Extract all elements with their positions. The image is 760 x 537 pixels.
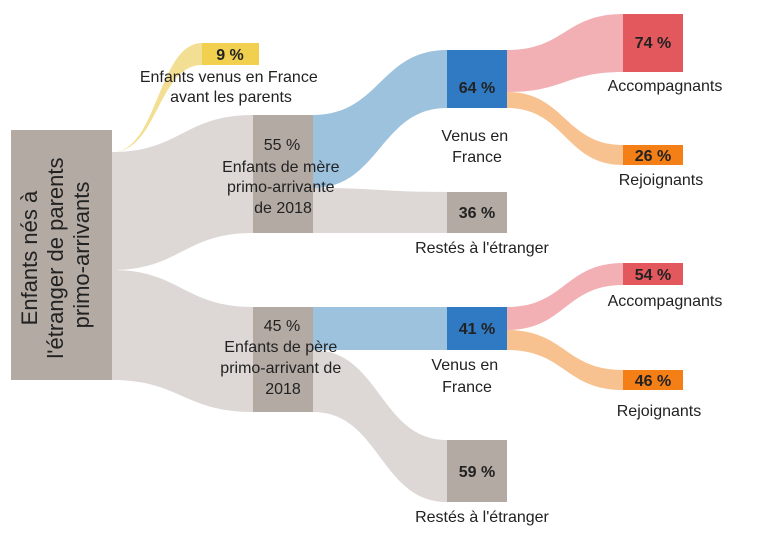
f-restes-pct: 59 % — [459, 464, 495, 481]
m-rej-pct: 26 % — [635, 148, 671, 165]
flow-m-venus-to-rej — [507, 92, 623, 165]
before-label-line: avant les parents — [170, 89, 292, 106]
node-m-restes — [447, 192, 507, 233]
f-venus-label: Venus en France — [431, 357, 502, 396]
node-root — [11, 130, 112, 380]
node-father — [253, 307, 313, 412]
m-venus-label-line: Venus en — [441, 128, 508, 145]
mother-label-line: Enfants de mère — [222, 159, 340, 176]
f-acc-label: Accompagnants — [608, 293, 723, 310]
f-venus-label-line: Venus en — [431, 357, 498, 374]
nodes — [11, 14, 683, 502]
root-label-line: Enfants nés à — [17, 190, 42, 325]
flow-father-to-restes — [313, 350, 447, 502]
before-label-line: Enfants venus en France — [140, 69, 318, 86]
labels: Enfants nés à l'étranger de parents prim… — [17, 35, 722, 526]
flow-root-to-before — [112, 43, 202, 152]
f-venus-pct: 41 % — [459, 321, 495, 338]
flow-f-venus-to-rej — [507, 330, 623, 390]
node-m-rej — [623, 145, 683, 165]
m-acc-pct: 74 % — [635, 35, 671, 52]
root-label-line: l'étranger de parents — [43, 158, 68, 359]
node-f-venus — [447, 307, 507, 350]
m-restes-label: Restés à l'étranger — [415, 240, 549, 257]
father-label-line: primo-arrivant de — [220, 360, 341, 377]
m-restes-pct: 36 % — [459, 205, 495, 222]
node-f-restes — [447, 440, 507, 502]
node-m-acc — [623, 14, 683, 72]
m-acc-label: Accompagnants — [608, 78, 723, 95]
father-pct: 45 % — [264, 318, 300, 335]
flow-root-to-mother — [112, 115, 253, 270]
father-label-line: 2018 — [265, 381, 301, 398]
before-label: Enfants venus en France avant les parent… — [140, 69, 322, 106]
m-venus-pct: 64 % — [459, 80, 495, 97]
m-rej-label: Rejoignants — [619, 172, 704, 189]
node-m-venus — [447, 50, 507, 108]
node-before — [202, 43, 259, 65]
node-f-rej — [623, 370, 683, 390]
f-restes-label: Restés à l'étranger — [415, 509, 549, 526]
flow-m-venus-to-acc — [507, 14, 623, 92]
flow-mother-to-venus — [313, 50, 447, 188]
m-venus-label: Venus en France — [441, 128, 512, 166]
node-f-acc — [623, 263, 683, 285]
flow-mother-to-restes — [313, 188, 447, 233]
f-rej-label: Rejoignants — [617, 403, 702, 420]
father-label-line: Enfants de père — [224, 339, 337, 356]
f-acc-pct: 54 % — [635, 267, 671, 284]
node-mother — [253, 115, 313, 233]
mother-label-line: primo-arrivante — [227, 179, 335, 196]
mother-pct: 55 % — [264, 137, 300, 154]
flow-father-to-venus — [313, 307, 447, 350]
root-label: Enfants nés à l'étranger de parents prim… — [17, 151, 94, 358]
f-rej-pct: 46 % — [635, 373, 671, 390]
flow-root-to-father — [112, 270, 253, 412]
mother-label: Enfants de mère primo-arrivante de 2018 — [222, 159, 344, 217]
flows — [112, 14, 623, 502]
before-pct: 9 % — [216, 47, 244, 64]
father-label: Enfants de père primo-arrivant de 2018 — [220, 339, 345, 398]
mother-label-line: de 2018 — [254, 200, 312, 217]
m-venus-label-line: France — [452, 149, 502, 166]
root-label-line: primo-arrivants — [69, 182, 94, 329]
f-venus-label-line: France — [442, 379, 492, 396]
flow-f-venus-to-acc — [507, 263, 623, 330]
